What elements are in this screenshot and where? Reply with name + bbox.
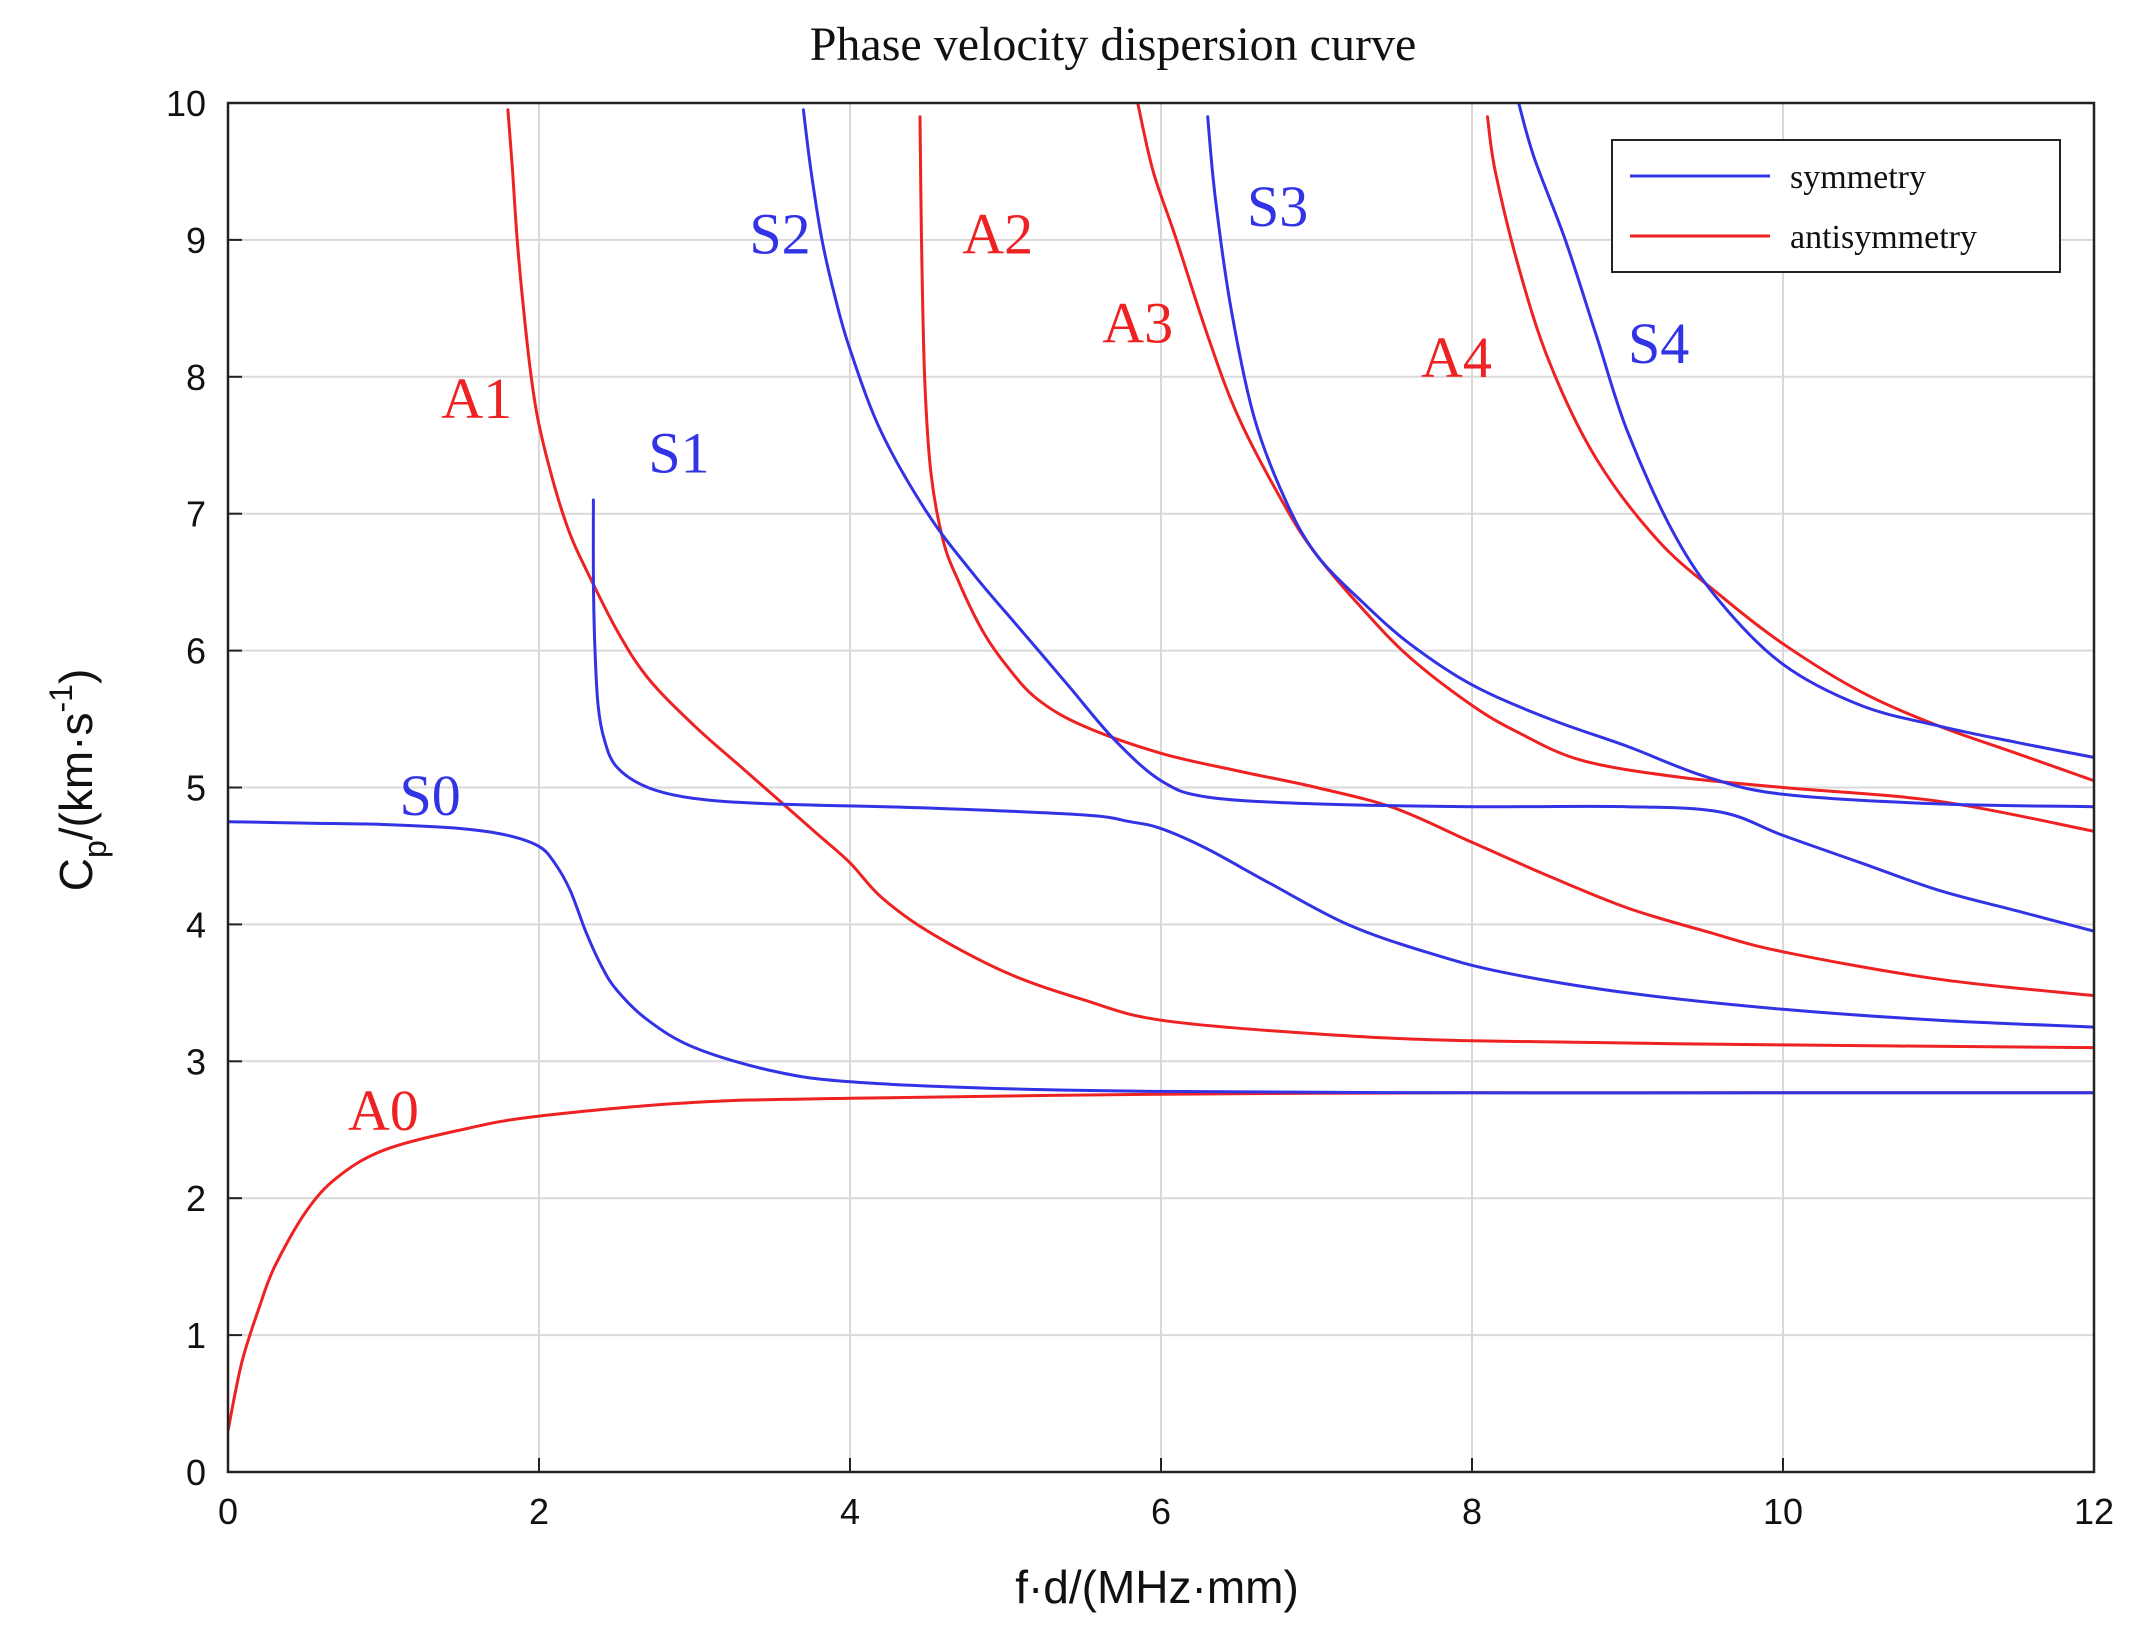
plot-frame xyxy=(226,101,2096,1474)
y-tick-label: 0 xyxy=(186,1452,206,1493)
mode-label-a4: A4 xyxy=(1421,325,1492,390)
y-tick-label: 2 xyxy=(186,1178,206,1219)
x-tick-label: 4 xyxy=(840,1491,860,1532)
x-tick-label: 2 xyxy=(529,1491,549,1532)
y-tick-label: 8 xyxy=(186,357,206,398)
mode-label-a1: A1 xyxy=(441,366,512,431)
y-tick-label: 4 xyxy=(186,904,206,945)
mode-label-a3: A3 xyxy=(1102,291,1173,356)
x-tick-label: 0 xyxy=(218,1491,238,1532)
legend-label-antisymmetry: antisymmetry xyxy=(1790,219,1977,256)
series-s1-line xyxy=(591,498,2094,1029)
mode-labels: A0 A1 A2 A3 A4 S0 S1 S2 S3 S4 xyxy=(348,174,1689,1143)
mode-label-a0: A0 xyxy=(348,1078,419,1143)
x-tick-label: 8 xyxy=(1462,1491,1482,1532)
legend-box xyxy=(1611,139,2061,273)
y-axis-label-close: ) xyxy=(50,669,102,684)
y-tick-label: 3 xyxy=(186,1041,206,1082)
legend: symmetry antisymmetry xyxy=(1611,139,2061,273)
x-tick-label: 10 xyxy=(1763,1491,1803,1532)
series-s0-line xyxy=(228,820,2094,1095)
y-axis-label-rest: /(km·s xyxy=(50,713,102,841)
x-tick-label: 12 xyxy=(2074,1491,2114,1532)
mode-label-s4: S4 xyxy=(1628,311,1689,376)
series-s3-line xyxy=(1206,115,2094,809)
series-a3-line xyxy=(1136,103,2094,833)
y-axis-label: Cp/(km·s-1) xyxy=(43,669,113,892)
y-tick-label: 5 xyxy=(186,768,206,809)
series-group xyxy=(228,103,2094,1433)
y-tick-label: 7 xyxy=(186,494,206,535)
x-tick-label: 6 xyxy=(1151,1491,1171,1532)
series-s2-line xyxy=(801,108,2094,933)
legend-label-symmetry: symmetry xyxy=(1790,159,1926,196)
series-a2-line xyxy=(918,115,2094,998)
mode-label-s2: S2 xyxy=(749,202,810,267)
chart-title: Phase velocity dispersion curve xyxy=(810,18,1417,71)
y-tick-labels: 0 1 2 3 4 5 6 7 8 9 10 xyxy=(166,83,206,1493)
y-axis-label-sub: p xyxy=(77,840,113,858)
series-a1-line xyxy=(506,108,2094,1050)
series-s4-line xyxy=(1517,103,2094,759)
mode-label-a2: A2 xyxy=(962,202,1033,267)
mode-label-s1: S1 xyxy=(648,421,709,486)
y-axis-label-sup: -1 xyxy=(43,684,79,712)
x-tick-labels: 0 2 4 6 8 10 12 xyxy=(218,1491,2114,1532)
y-tick-label: 1 xyxy=(186,1315,206,1356)
y-tick-label: 9 xyxy=(186,220,206,261)
x-axis-label: f·d/(MHz·mm) xyxy=(1015,1561,1299,1613)
y-tick-label: 10 xyxy=(166,83,206,124)
y-tick-label: 6 xyxy=(186,631,206,672)
mode-label-s3: S3 xyxy=(1247,174,1308,239)
mode-label-s0: S0 xyxy=(400,763,461,828)
y-axis-label-main: C xyxy=(50,858,102,891)
